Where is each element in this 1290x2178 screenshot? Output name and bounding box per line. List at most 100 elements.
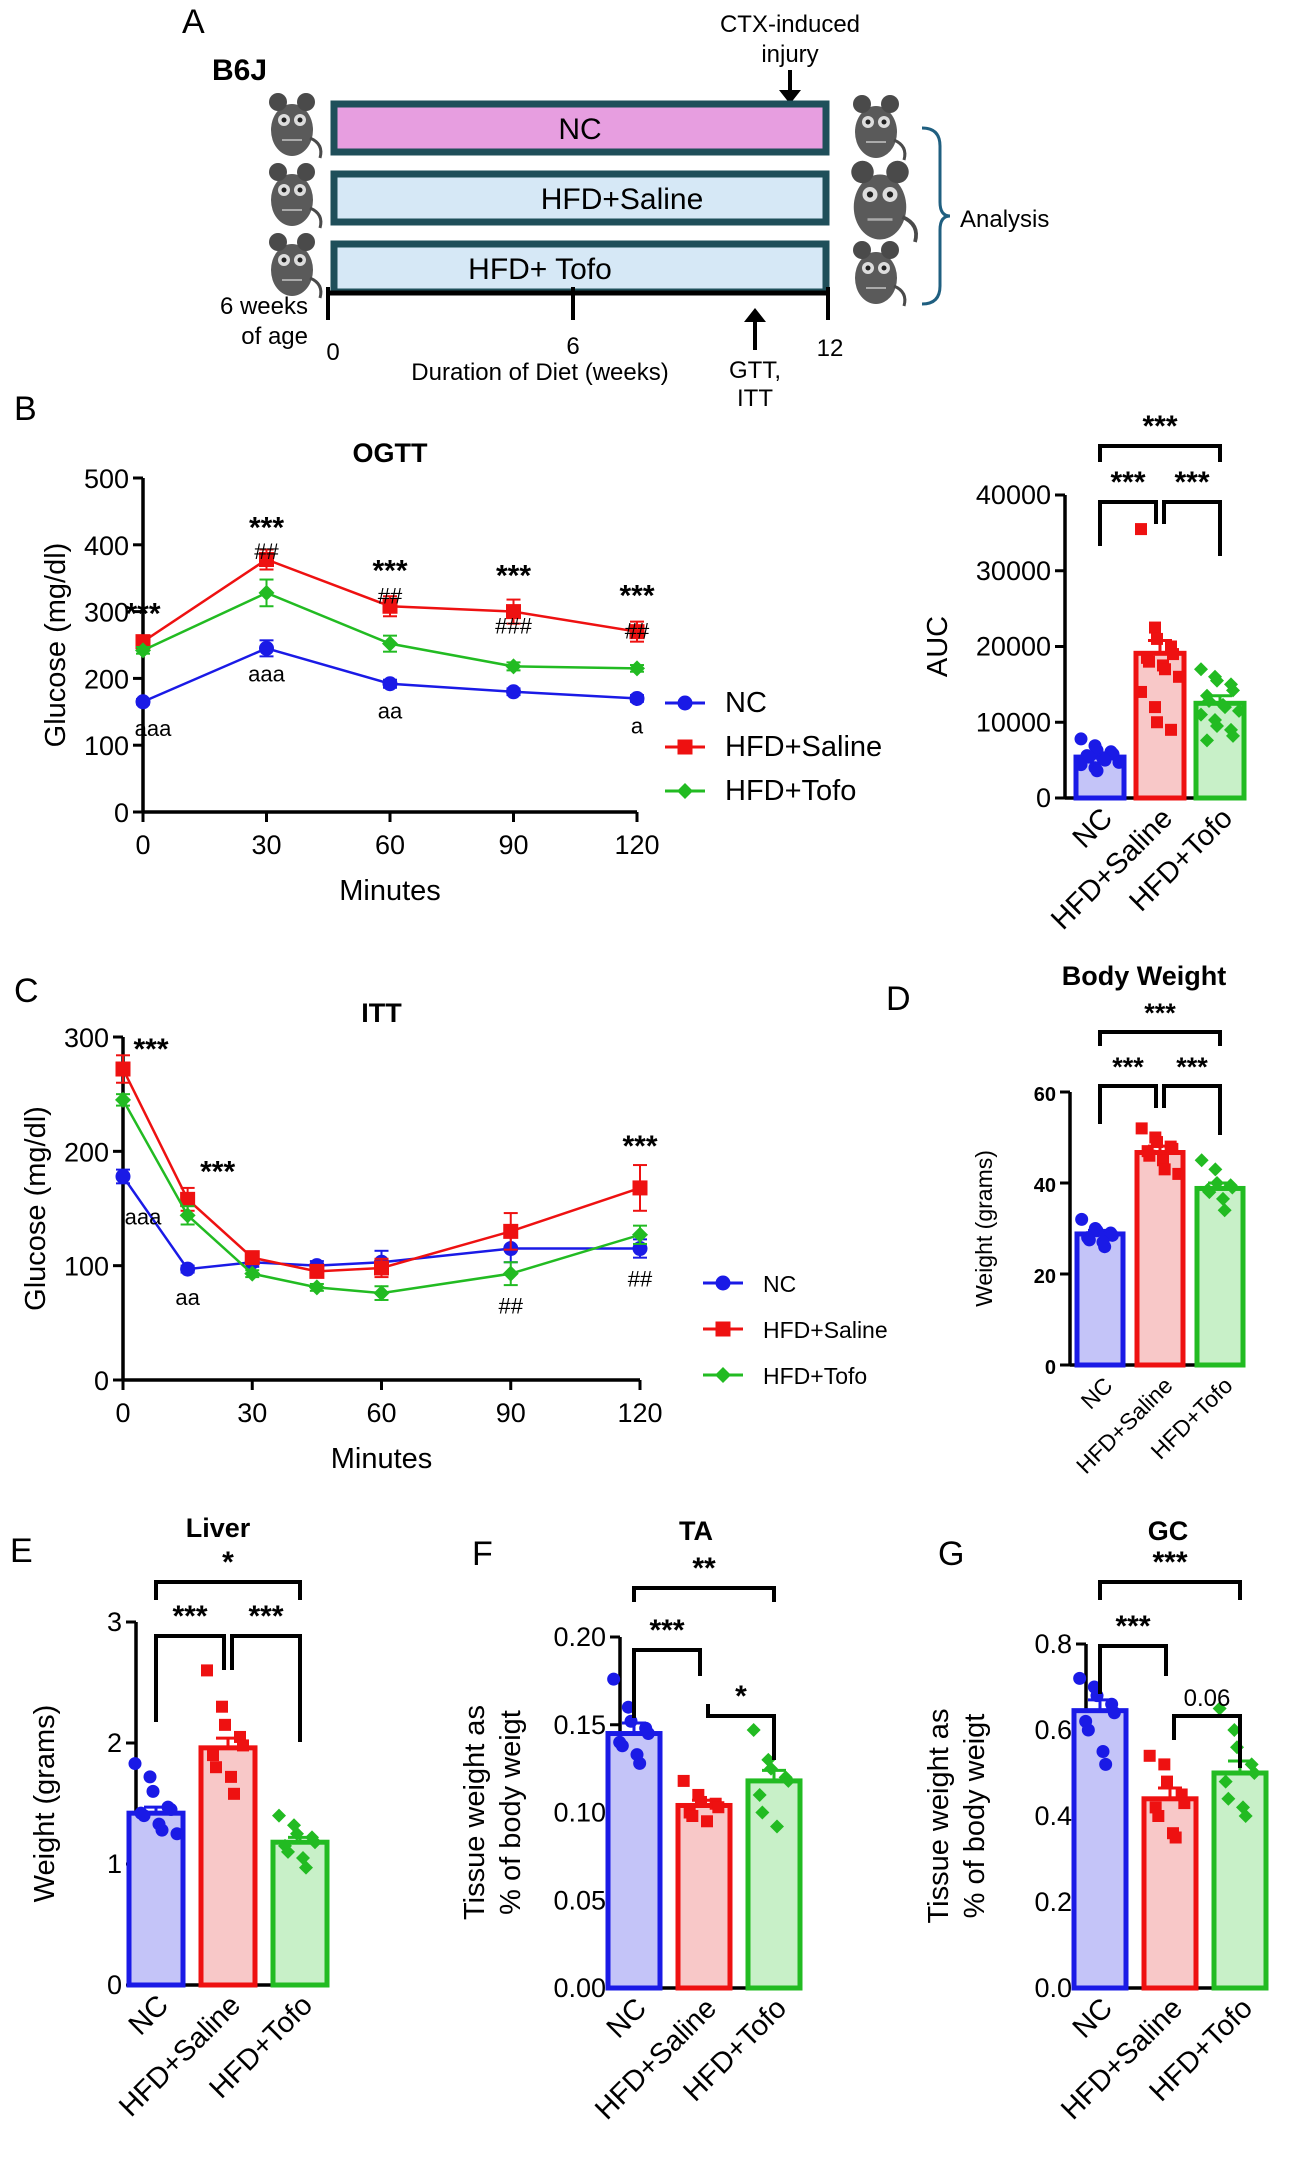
- category-label: NC: [601, 1992, 653, 2044]
- panel-g-letter: G: [938, 1535, 964, 1573]
- chart-title: GC: [1148, 1516, 1189, 1546]
- legend-label: NC: [725, 687, 767, 719]
- data-point: [1075, 1212, 1089, 1226]
- data-point: [1158, 1758, 1171, 1771]
- arrow-icon: [779, 90, 801, 104]
- data-point: [1105, 1228, 1119, 1242]
- x-tick-label: 60: [366, 1398, 396, 1428]
- bar: [1071, 1708, 1129, 1991]
- brace-icon: [921, 126, 951, 306]
- significance-a: aaa: [125, 1204, 162, 1229]
- data-point: [686, 1810, 699, 1823]
- significance-stars: ***: [125, 598, 160, 631]
- legend-label: NC: [763, 1271, 796, 1297]
- data-point: [1194, 1153, 1209, 1168]
- bar: [270, 1839, 330, 1988]
- data-point: [607, 1672, 621, 1686]
- data-point: [290, 1826, 304, 1841]
- data-point: [259, 551, 274, 567]
- data-point: [1226, 683, 1240, 698]
- arrow-icon: [744, 308, 766, 322]
- bar: [126, 1810, 186, 1988]
- data-point: [1073, 1671, 1087, 1685]
- data-point: [1247, 1766, 1262, 1780]
- data-point: [244, 1265, 261, 1282]
- data-point: [1218, 1774, 1233, 1789]
- y-tick-label: 20: [1034, 1266, 1056, 1288]
- data-point: [1216, 1191, 1230, 1206]
- data-point: [1194, 662, 1208, 677]
- significance-hash: ##: [254, 539, 279, 564]
- data-point: [164, 1803, 178, 1817]
- chart-title: OGTT: [353, 438, 428, 468]
- data-point: [615, 1739, 629, 1753]
- data-point: [1172, 1167, 1185, 1180]
- data-point: [1157, 1154, 1169, 1167]
- significance-stars: ***: [249, 511, 284, 544]
- data-point: [1169, 1831, 1182, 1844]
- y-tick-label: 0: [114, 798, 129, 828]
- mouse-icon: [267, 161, 323, 230]
- group-label-saline: HFD+Saline: [541, 183, 704, 216]
- data-point: [1167, 648, 1179, 661]
- data-point: [115, 1168, 131, 1184]
- data-point: [1194, 707, 1208, 722]
- significance-a: aa: [378, 699, 403, 724]
- data-point: [1090, 1224, 1104, 1238]
- y-tick-label: 300: [64, 1023, 109, 1053]
- test-label-1: GTT,: [729, 357, 781, 384]
- significance-label: ***: [1115, 1610, 1150, 1643]
- significance-a: aaa: [248, 661, 285, 686]
- significance-hash: ###: [495, 613, 532, 638]
- panel-c-letter: C: [14, 972, 39, 1010]
- data-point: [502, 1265, 519, 1282]
- data-point: [207, 1749, 219, 1762]
- data-point: [632, 1226, 648, 1243]
- data-point: [1227, 1723, 1242, 1737]
- panel-a-letter: A: [182, 3, 205, 41]
- series-line-0: [142, 647, 638, 703]
- y-tick-label: 200: [84, 664, 129, 694]
- age-label-1: 6 weeks: [220, 293, 308, 320]
- data-point: [219, 1718, 231, 1731]
- significance-label: ***: [1144, 998, 1176, 1028]
- y-tick-label: 0.8: [1034, 1629, 1072, 1659]
- data-point: [1202, 1185, 1217, 1200]
- mouse-icon: [851, 239, 907, 308]
- significance-label: ***: [1112, 1052, 1144, 1082]
- data-point: [1098, 753, 1112, 767]
- significance-stars: ***: [496, 560, 531, 593]
- data-point: [1149, 701, 1161, 714]
- significance-label: ***: [1174, 466, 1209, 499]
- y-tick-label: 0.0: [1034, 1973, 1072, 2003]
- legend-marker: [677, 695, 693, 711]
- data-point: [755, 1805, 770, 1820]
- mouse-icon: [851, 93, 907, 162]
- data-point: [1200, 733, 1214, 748]
- analysis-label: Analysis: [960, 206, 1049, 233]
- data-point: [382, 635, 398, 652]
- data-point: [746, 1723, 761, 1738]
- data-point: [170, 1827, 184, 1841]
- data-point: [299, 1860, 313, 1875]
- data-point: [633, 1756, 647, 1770]
- y-tick-label: 0: [1045, 1357, 1056, 1379]
- data-point: [1151, 716, 1163, 729]
- significance-bracket: [632, 1586, 776, 1602]
- chart-title: Liver: [186, 1513, 251, 1543]
- chart-g: GC 0.0 0.2 0.4 0.6 0.8 Tissue weight as% of bo…: [923, 1516, 1269, 2126]
- data-point: [216, 1700, 228, 1713]
- data-point: [237, 1739, 249, 1752]
- significance-label: ***: [1142, 410, 1177, 443]
- y-tick-label: 500: [84, 464, 129, 494]
- data-point: [632, 1180, 648, 1196]
- y-tick-label: 40: [1034, 1175, 1056, 1197]
- data-point: [506, 604, 521, 620]
- data-point: [1202, 694, 1216, 709]
- chart-f: TA 0.00 0.05 0.10 0.15 0.20 Tissue weight as% …: [459, 1516, 803, 2126]
- chart-b: OGTT 0 100 200 300 400 500 0 30 60 90 120 Minutes Glu…: [40, 438, 882, 907]
- legend-label: HFD+Saline: [763, 1317, 888, 1343]
- legend-label: HFD+Tofo: [725, 775, 856, 807]
- data-point: [155, 1823, 169, 1837]
